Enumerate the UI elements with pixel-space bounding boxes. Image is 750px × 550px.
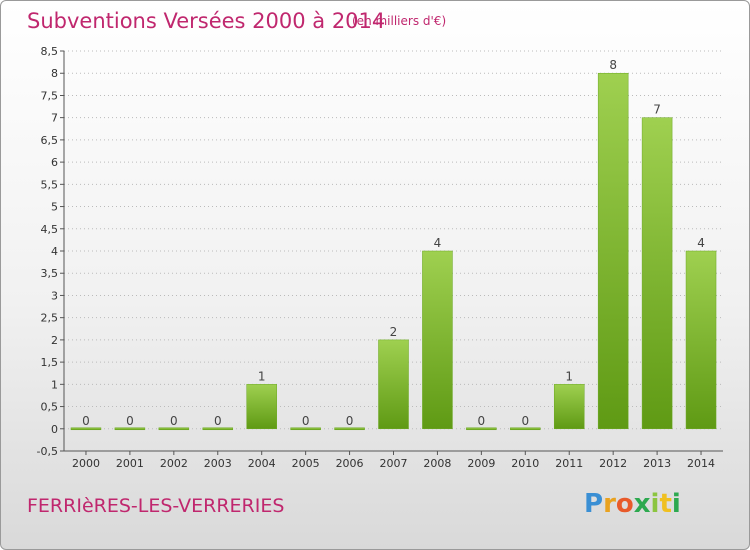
y-tick-label: 7,5 <box>41 89 59 102</box>
y-tick-label: 7 <box>51 112 58 125</box>
data-label: 4 <box>697 236 705 250</box>
bar <box>70 427 102 431</box>
commune-name: FERRIèRES-LES-VERRERIES <box>27 495 285 517</box>
x-tick-label: 2005 <box>292 457 320 470</box>
chart-title: Subventions Versées 2000 à 2014 <box>27 9 386 33</box>
x-tick-label: 2006 <box>336 457 364 470</box>
data-label: 1 <box>565 369 573 383</box>
x-tick-label: 2001 <box>116 457 144 470</box>
y-tick-label: 5 <box>51 201 58 214</box>
x-tick-label: 2002 <box>160 457 188 470</box>
unit-label: (en milliers d'€) <box>352 14 447 28</box>
x-tick-label: 2007 <box>380 457 408 470</box>
y-tick-label: 2 <box>51 334 58 347</box>
data-label: 0 <box>302 414 310 428</box>
y-tick-label: 3 <box>51 289 58 302</box>
axes: -0,5 0 0,5 1 1,5 2 2,5 3 3,5 4 4,5 5 5,5 6 6,5 7 7,5 8 8,5… <box>37 45 723 470</box>
y-tick-label: 4,5 <box>41 223 59 236</box>
y-tick-label: 1,5 <box>41 356 59 369</box>
bar <box>466 427 497 431</box>
bar <box>202 427 234 431</box>
y-tick-label: 5,5 <box>41 178 59 191</box>
bar <box>378 339 409 430</box>
y-tick-label: 4 <box>51 245 58 258</box>
x-tick-label: 2012 <box>599 457 627 470</box>
labels: 0 0 0 0 1 0 0 2 4 0 0 1 8 7 4 <box>82 58 705 428</box>
bar <box>553 384 585 430</box>
y-tick-label: 6,5 <box>41 134 59 147</box>
y-tick-label: 0,5 <box>41 401 59 414</box>
data-label: 0 <box>214 414 222 428</box>
data-label: 4 <box>434 236 442 250</box>
data-label: 0 <box>478 414 486 428</box>
bar <box>158 427 190 431</box>
data-label: 7 <box>653 103 661 117</box>
bar <box>114 427 146 431</box>
data-label: 8 <box>609 58 617 72</box>
y-tick-label: 3,5 <box>41 267 59 280</box>
x-tick-label: 2010 <box>511 457 539 470</box>
data-label: 1 <box>258 369 266 383</box>
x-tick-label: 2000 <box>72 457 100 470</box>
bar <box>641 117 673 430</box>
bars <box>70 72 717 431</box>
data-label: 0 <box>521 414 529 428</box>
x-tick-label: 2011 <box>555 457 583 470</box>
bar <box>685 250 717 430</box>
y-tick-label: 1 <box>51 378 58 391</box>
x-tick-label: 2009 <box>467 457 495 470</box>
bar <box>290 427 321 431</box>
data-label: 0 <box>82 414 90 428</box>
y-tick-label: 8 <box>51 67 58 80</box>
bar <box>334 427 365 431</box>
x-tick-label: 2013 <box>643 457 671 470</box>
bar <box>246 384 277 430</box>
proxiti-logo: Proxiti <box>584 489 681 519</box>
bar <box>597 72 629 430</box>
data-label: 0 <box>126 414 134 428</box>
x-tick-label: 2004 <box>248 457 276 470</box>
data-label: 0 <box>170 414 178 428</box>
bar <box>422 250 453 430</box>
y-tick-label: 2,5 <box>41 312 59 325</box>
y-tick-label: 0 <box>51 423 58 436</box>
y-tick-label: 6 <box>51 156 58 169</box>
bar <box>510 427 541 431</box>
x-tick-label: 2014 <box>687 457 715 470</box>
y-tick-label: 8,5 <box>41 45 59 58</box>
y-tick-label: -0,5 <box>37 445 58 458</box>
x-tick-label: 2008 <box>423 457 451 470</box>
x-tick-label: 2003 <box>204 457 232 470</box>
data-label: 2 <box>390 325 398 339</box>
data-label: 0 <box>346 414 354 428</box>
